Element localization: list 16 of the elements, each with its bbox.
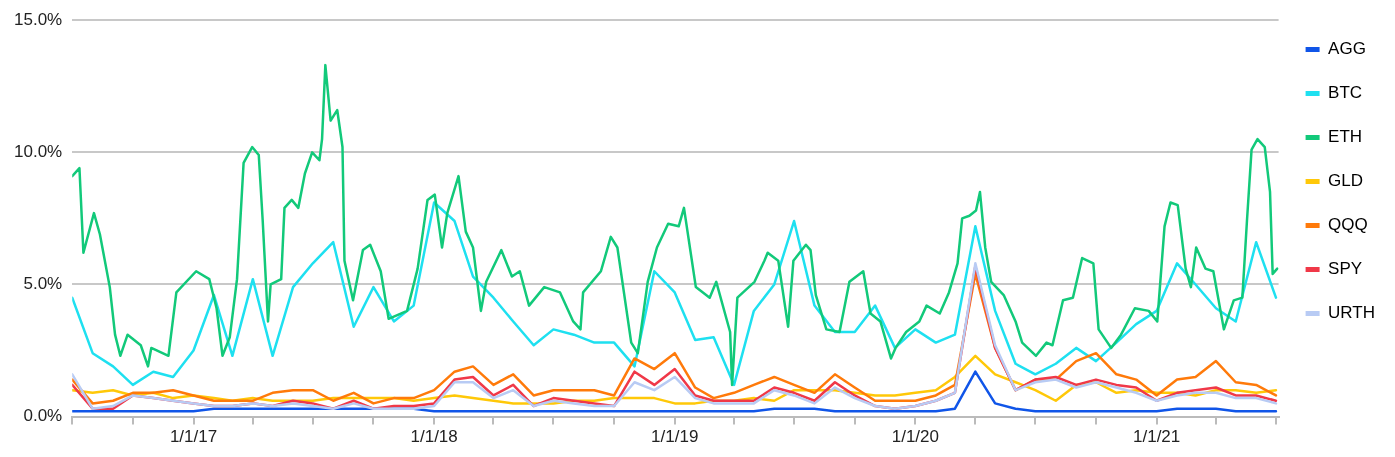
legend-label: AGG [1328,39,1366,59]
legend-label: ETH [1328,127,1363,147]
x-tick-label: 1/1/20 [891,427,939,447]
legend-label: GLD [1328,171,1364,191]
y-tick-label: 5.0% [23,274,63,294]
legend-label: URTH [1328,303,1376,323]
y-tick-label: 10.0% [14,142,63,162]
x-tick-label: 1/1/21 [1133,427,1181,447]
x-tick-label: 1/1/17 [169,427,218,447]
legend-label: SPY [1328,259,1363,279]
y-tick-label: 0.0% [23,406,63,426]
legend-label: BTC [1328,83,1363,103]
legend-label: QQQ [1328,215,1368,235]
y-tick-label: 15.0% [14,9,63,29]
x-tick-label: 1/1/18 [410,427,458,447]
x-tick-label: 1/1/19 [651,427,699,447]
